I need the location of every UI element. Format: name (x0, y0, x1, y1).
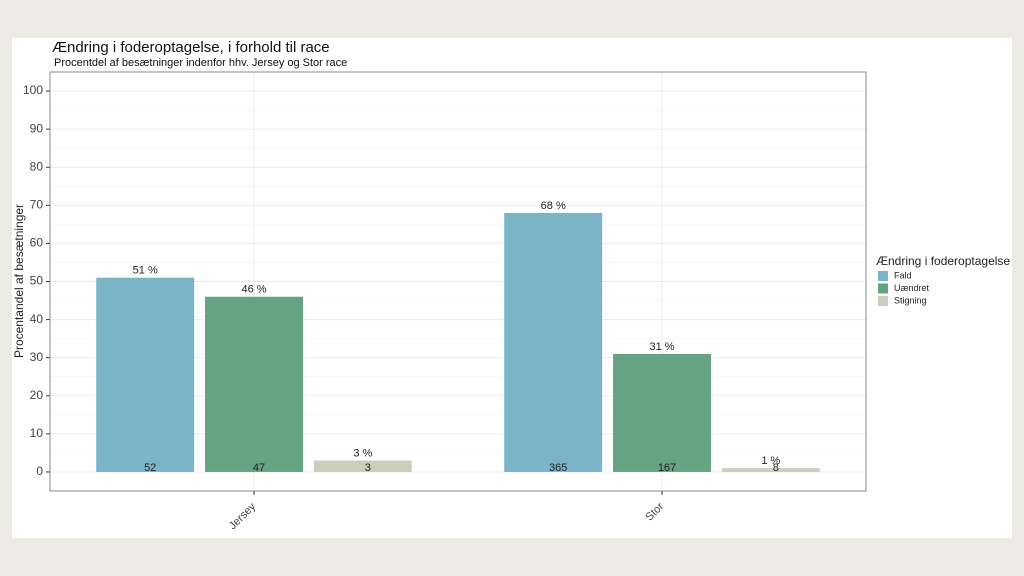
y-axis-label: Procentandel af besætninger (12, 204, 26, 358)
legend-swatch (878, 271, 888, 281)
count-label: 167 (658, 462, 676, 474)
y-tick-label: 0 (36, 464, 43, 478)
y-tick-label: 10 (30, 426, 44, 440)
chart-subtitle: Procentdel af besætninger indenfor hhv. … (54, 57, 347, 69)
y-tick-label: 80 (30, 159, 44, 173)
bar (313, 460, 412, 472)
value-label: 68 % (541, 200, 566, 212)
y-tick-label: 50 (30, 274, 44, 288)
value-label: 51 % (133, 265, 158, 277)
bar (613, 353, 711, 472)
y-tick-label: 30 (30, 350, 44, 364)
count-label: 365 (549, 462, 567, 474)
legend-label: Stigning (894, 295, 927, 305)
value-label: 1 % (761, 455, 780, 467)
bar (96, 277, 195, 472)
legend-swatch (878, 296, 888, 306)
bar (721, 468, 820, 472)
count-label: 47 (253, 462, 265, 474)
value-label: 3 % (353, 447, 372, 459)
y-tick-label: 40 (30, 312, 44, 326)
y-tick-label: 60 (30, 236, 44, 250)
y-tick-label: 90 (30, 121, 44, 135)
bar (205, 296, 303, 472)
legend-label: Uændret (894, 283, 930, 293)
y-tick-label: 100 (23, 83, 43, 97)
y-tick-label: 70 (30, 197, 44, 211)
plot-border (49, 71, 867, 492)
count-label: 3 (365, 462, 371, 474)
count-label: 8 (773, 462, 779, 474)
value-label: 46 % (241, 284, 266, 296)
count-label: 52 (144, 462, 156, 474)
bar (504, 212, 603, 472)
y-tick-label: 20 (30, 388, 44, 402)
value-label: 31 % (649, 341, 674, 353)
chart-title: Ændring i foderoptagelse, i forhold til … (52, 39, 330, 56)
legend-label: Fald (894, 270, 912, 280)
legend-swatch (878, 283, 888, 294)
legend-title: Ændring i foderoptagelse (876, 254, 1010, 268)
